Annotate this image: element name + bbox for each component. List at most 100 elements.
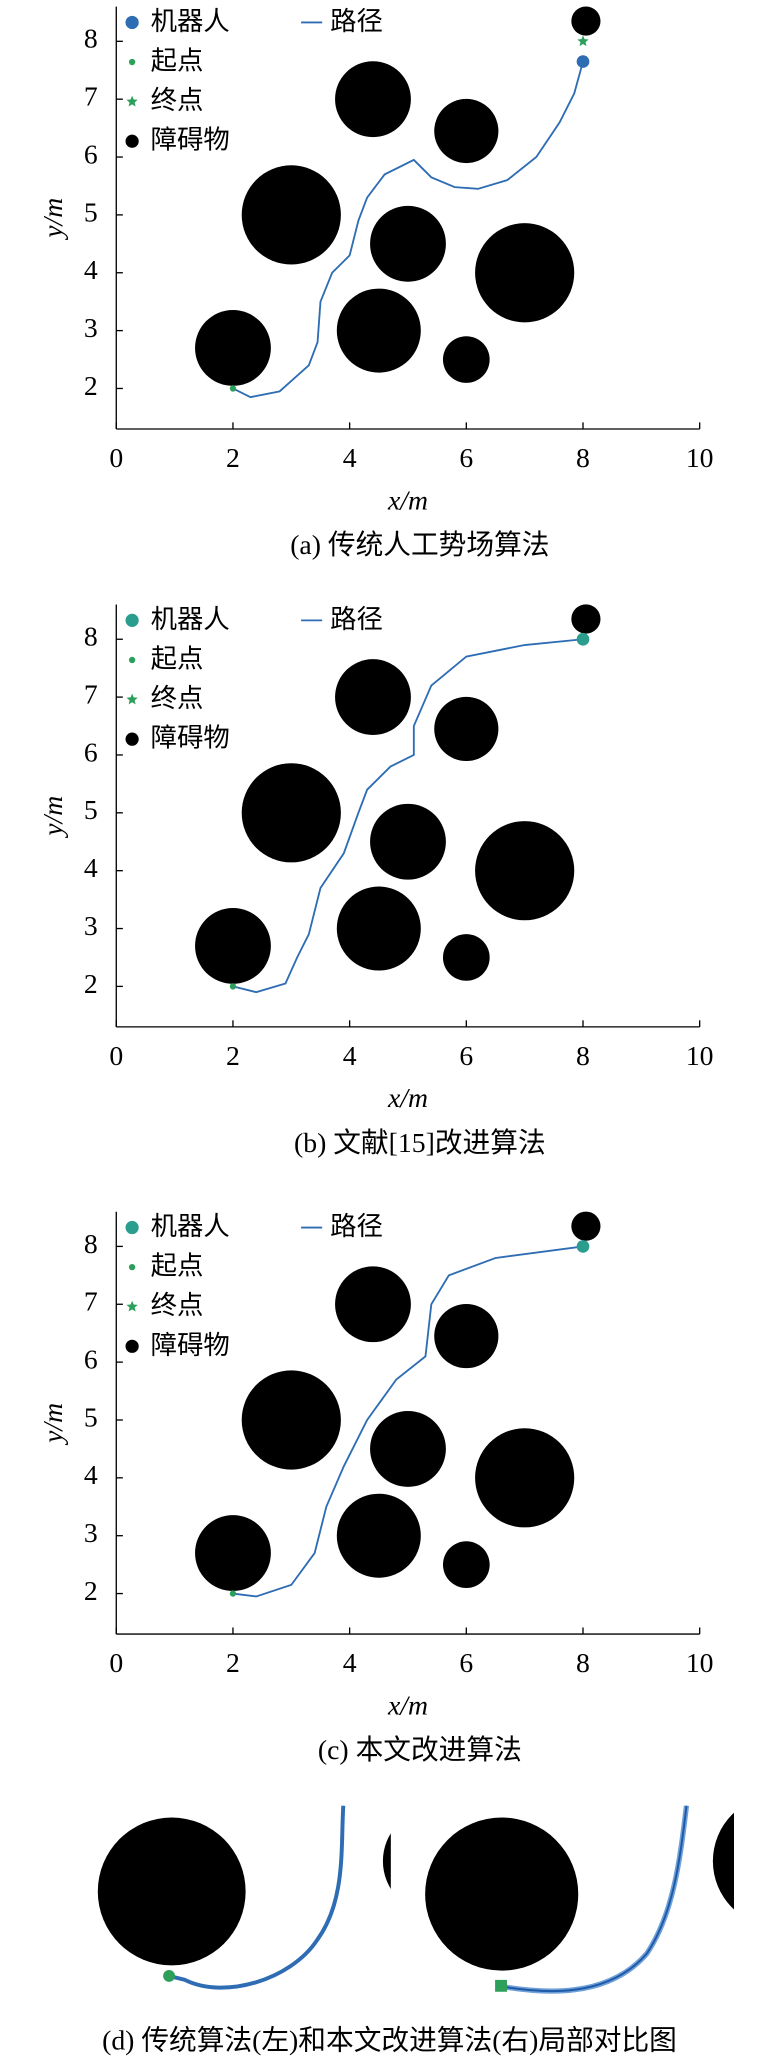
obstacle (335, 61, 411, 138)
x-tick-label: 4 (343, 1647, 357, 1678)
y-tick-label: 6 (84, 736, 98, 767)
legend-marker (125, 15, 139, 30)
obstacle (335, 659, 411, 736)
legend-marker (128, 656, 136, 664)
x-tick-label: 6 (459, 1647, 473, 1678)
y-tick-label: 5 (84, 196, 98, 227)
obstacle (335, 1266, 411, 1343)
y-tick-label: 3 (84, 910, 98, 941)
legend-marker (125, 1339, 139, 1353)
obstacle (571, 1211, 601, 1241)
legend-label: 机器人 (151, 605, 230, 635)
obstacle (370, 1410, 446, 1487)
y-axis-label: y/m (37, 1403, 68, 1446)
legend-marker (126, 95, 138, 107)
obstacle (195, 310, 271, 386)
start-point (229, 1590, 237, 1597)
start-point (229, 983, 237, 990)
obstacle (370, 803, 446, 880)
y-tick-label: 7 (84, 678, 98, 709)
robot (576, 55, 590, 68)
x-tick-label: 2 (226, 1647, 240, 1678)
x-tick-label: 2 (226, 442, 240, 473)
legend-label: 起点 (151, 1252, 204, 1282)
legend-marker (126, 693, 138, 705)
obstacle (442, 336, 490, 383)
legend-marker (125, 134, 139, 148)
x-axis-label: x/m (387, 1082, 428, 1113)
y-tick-label: 7 (84, 1286, 98, 1317)
caption: (c) 本文改进算法 (318, 1734, 522, 1765)
obstacle (241, 1370, 341, 1470)
obstacle (475, 821, 575, 921)
y-tick-label: 2 (84, 1575, 98, 1606)
start-point (229, 385, 237, 392)
legend-label: 起点 (151, 47, 204, 77)
obstacle (241, 165, 341, 265)
path-line (232, 61, 584, 399)
path-line (232, 638, 584, 994)
legend-label: 机器人 (151, 1212, 230, 1242)
x-tick-label: 10 (686, 1040, 714, 1071)
legend-label: 终点 (151, 86, 204, 116)
legend-marker (125, 1220, 139, 1235)
caption: (a) 传统人工势场算法 (290, 529, 549, 560)
obstacle (241, 763, 341, 863)
obstacle (195, 907, 271, 984)
obstacle (336, 1493, 421, 1578)
x-axis-label: x/m (387, 484, 428, 515)
obstacle (571, 604, 601, 634)
legend-label: 起点 (151, 644, 204, 674)
x-tick-label: 10 (686, 1647, 714, 1678)
y-tick-label: 4 (84, 254, 98, 285)
legend-label: 机器人 (151, 7, 230, 37)
legend-label: 路径 (330, 605, 383, 635)
x-tick-label: 8 (576, 1647, 590, 1678)
y-tick-label: 4 (84, 1459, 98, 1490)
legend-label: 路径 (330, 7, 383, 37)
y-tick-label: 8 (84, 1228, 98, 1259)
obstacle (475, 1428, 575, 1528)
y-axis-label: y/m (37, 796, 68, 839)
x-tick-label: 6 (459, 1040, 473, 1071)
legend-label: 障碍物 (151, 126, 230, 156)
y-tick-label: 5 (84, 1401, 98, 1432)
x-tick-label: 0 (109, 442, 123, 473)
obstacle (571, 6, 601, 36)
legend-label: 路径 (330, 1212, 383, 1242)
obstacle (442, 1541, 490, 1588)
obstacle (195, 1515, 271, 1591)
legend-marker (128, 1263, 136, 1271)
x-tick-label: 0 (109, 1040, 123, 1071)
y-tick-label: 3 (84, 312, 98, 343)
path-line (232, 1245, 584, 1598)
x-axis-label: x/m (387, 1689, 428, 1720)
y-tick-label: 6 (84, 1343, 98, 1374)
legend-marker (128, 58, 136, 66)
x-tick-label: 4 (343, 1040, 357, 1071)
y-tick-label: 7 (84, 81, 98, 112)
zoom-right (425, 1805, 734, 1994)
legend-marker (126, 1300, 138, 1312)
x-tick-label: 6 (459, 442, 473, 473)
robot (576, 1240, 590, 1253)
zoom-left (97, 1805, 391, 1990)
x-tick-label: 8 (576, 1040, 590, 1071)
y-tick-label: 8 (84, 621, 98, 652)
obstacle (434, 696, 499, 762)
obstacle (475, 223, 575, 323)
chart: 0 2 4 6 8 10 2 3 4 5 6 7 8 x/m y/m (c) 本文改进算法 机器人 路径起点终点障… (37, 1211, 714, 1765)
robot (576, 632, 590, 646)
y-tick-label: 3 (84, 1517, 98, 1548)
chart: 0 2 4 6 8 10 2 3 4 5 6 7 8 x/m y/m (a) 传统人工势场算法 机器人 路径起点终… (37, 6, 714, 560)
x-tick-label: 8 (576, 442, 590, 473)
legend-marker (125, 732, 139, 746)
caption: (d) 传统算法(左)和本文改进算法(右)局部对比图 (102, 2025, 677, 2056)
legend-label: 终点 (151, 1291, 204, 1321)
obstacle (370, 205, 446, 282)
obstacle (434, 98, 499, 164)
obstacle (336, 886, 421, 971)
y-tick-label: 5 (84, 794, 98, 825)
y-tick-label: 4 (84, 852, 98, 883)
x-tick-label: 2 (226, 1040, 240, 1071)
